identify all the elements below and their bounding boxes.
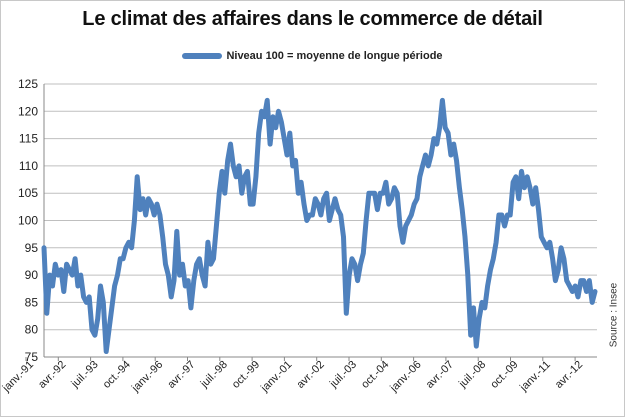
y-tick-label: 115 [19,132,38,146]
x-tick-label: oct.-09 [488,359,520,391]
x-tick-label: juil.-08 [456,359,488,391]
y-tick-label: 105 [18,186,38,200]
chart-title: Le climat des affaires dans le commerce … [82,8,543,30]
y-tick-label: 120 [18,104,38,118]
y-tick-label: 80 [25,323,39,337]
grid-lines [44,83,597,358]
x-tick-label: oct.-04 [359,359,391,391]
x-tick-label: janv.-11 [517,359,553,395]
x-tick-label: avr.-02 [295,359,327,391]
x-tick-label: avr.-92 [36,359,68,391]
y-tick-label: 100 [18,214,38,228]
y-tick-label: 85 [25,295,39,309]
x-tick-label: juil.-03 [327,359,359,391]
y-tick-label: 110 [19,159,38,173]
y-tick-label: 125 [18,77,38,91]
y-tick-label: 75 [25,350,39,364]
x-tick-label: janv.-06 [387,359,423,395]
x-tick-label: janv.-01 [258,359,294,395]
legend-swatch [182,53,223,59]
x-tick-label: janv.-91 [0,359,36,395]
x-tick-label: oct.-94 [101,359,133,391]
legend: Niveau 100 = moyenne de longue période [0,50,625,62]
y-axis: 75 80 85 90 95 100 105 110 115 120 125 [18,77,45,364]
legend-label: Niveau 100 = moyenne de longue période [226,50,443,62]
x-tick-label: oct.-99 [230,359,262,391]
x-tick-label: avr.-12 [553,359,585,391]
x-tick-label: avr.-97 [165,359,197,391]
y-tick-label: 90 [25,268,39,282]
series-lines [41,97,598,354]
x-tick-label: juil.-93 [69,359,101,391]
x-tick-label: janv.-96 [129,359,165,395]
x-tick-label: juil.-98 [198,359,230,391]
y-tick-label: 95 [25,241,39,255]
series-line [41,97,598,354]
x-tick-label: avr.-07 [424,359,456,391]
